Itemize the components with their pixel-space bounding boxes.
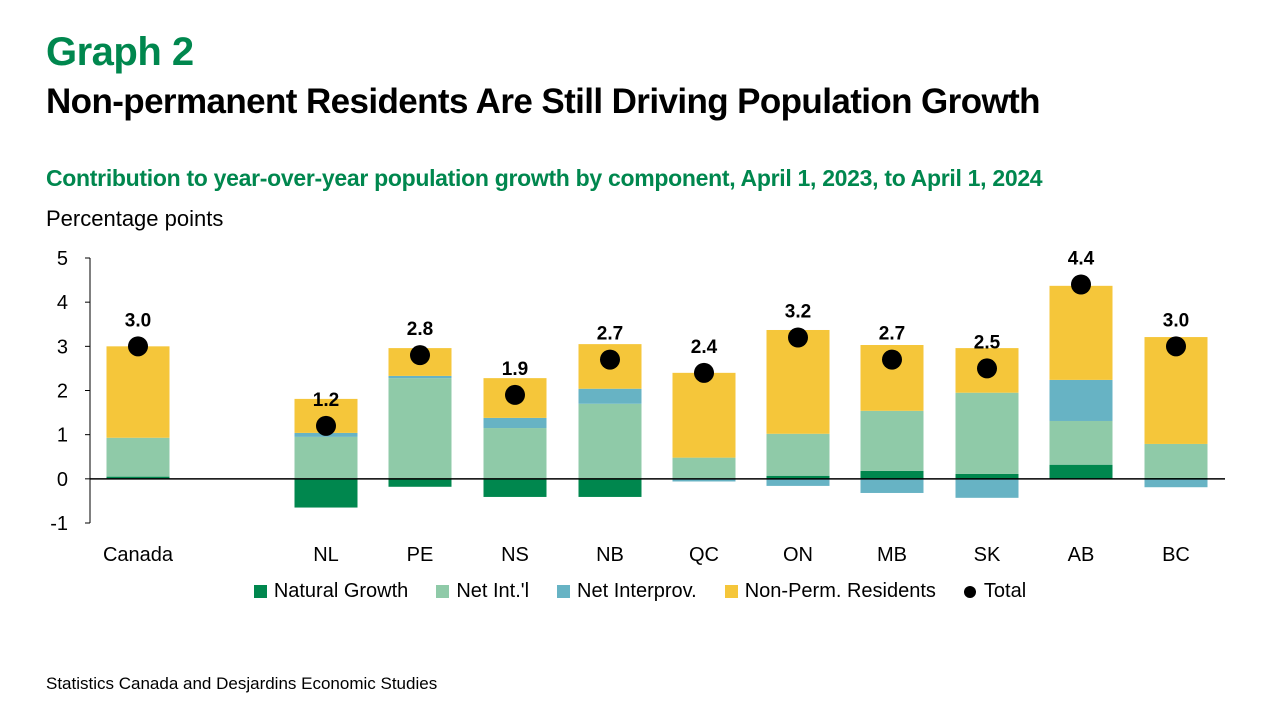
x-tick-label: ON — [783, 544, 813, 566]
total-marker-ab — [1071, 274, 1091, 295]
bar-segment-natural-growth-ns — [483, 478, 547, 497]
bar-segment-net-int-l-pe — [388, 378, 452, 479]
bar-segment-net-interprov-bc — [1144, 478, 1208, 488]
bar-segment-net-interprov-mb — [860, 478, 924, 493]
total-marker-bc — [1166, 336, 1186, 357]
total-data-label: 2.7 — [597, 324, 623, 345]
total-data-label: 2.4 — [691, 337, 718, 358]
total-marker-mb — [882, 349, 902, 370]
legend-swatch-natural-growth — [253, 585, 267, 598]
legend-swatch-net-interprov — [557, 585, 571, 598]
total-data-label: 4.4 — [1068, 249, 1095, 270]
bar-segment-net-interprov-qc — [672, 478, 736, 482]
total-marker-ns — [505, 384, 525, 405]
total-data-label: 2.8 — [407, 319, 433, 340]
legend-item-net-intl: Net Int.'l — [436, 580, 529, 603]
bar-segment-net-int-l-canada — [106, 437, 170, 477]
x-tick-label: PE — [407, 544, 434, 566]
bar-segment-net-interprov-ab — [1049, 379, 1113, 421]
x-tick-label: Canada — [103, 544, 174, 566]
bar-segment-natural-growth-pe — [388, 478, 452, 487]
bar-segment-net-int-l-nb — [578, 403, 642, 479]
y-tick-label: 0 — [57, 469, 68, 491]
bar-segment-non-perm-residents-ab — [1049, 285, 1113, 380]
legend-item-natural-growth: Natural Growth — [253, 580, 409, 603]
page-title: Non-permanent Residents Are Still Drivin… — [46, 82, 1041, 121]
bar-segment-net-int-l-on — [766, 433, 830, 476]
bar-segment-net-interprov-nb — [578, 388, 642, 404]
x-tick-label: QC — [689, 544, 719, 566]
x-tick-label: AB — [1068, 544, 1095, 566]
bar-segment-net-interprov-pe — [388, 375, 452, 379]
y-tick-label: 5 — [57, 248, 68, 270]
chart-subtitle: Contribution to year-over-year populatio… — [46, 165, 1043, 191]
bar-segment-non-perm-residents-qc — [672, 372, 736, 458]
x-tick-label: BC — [1162, 544, 1190, 566]
total-marker-canada — [128, 336, 148, 357]
source-note: Statistics Canada and Desjardins Economi… — [46, 674, 438, 693]
total-marker-qc — [694, 362, 714, 383]
y-tick-label: 2 — [57, 381, 68, 403]
total-data-label: 2.5 — [974, 332, 1001, 353]
legend-label: Non-Perm. Residents — [744, 580, 936, 602]
bar-segment-net-int-l-ab — [1049, 420, 1113, 465]
bar-segment-net-interprov-on — [766, 478, 830, 486]
bar-segment-net-interprov-ns — [483, 417, 547, 429]
total-marker-sk — [977, 358, 997, 379]
legend-item-total: Total — [963, 580, 1027, 603]
x-tick-label: NB — [596, 544, 624, 566]
bar-segment-net-int-l-bc — [1144, 443, 1208, 478]
y-tick-label: 4 — [57, 292, 68, 314]
graph-label: Graph 2 — [46, 30, 194, 74]
bar-segment-natural-growth-canada — [106, 476, 170, 479]
bar-segment-net-int-l-sk — [955, 392, 1019, 474]
bar-segment-natural-growth-nl — [294, 478, 358, 508]
bar-segment-net-int-l-nl — [294, 436, 358, 479]
legend-label: Net Interprov. — [577, 580, 697, 602]
total-marker-nl — [316, 415, 336, 436]
bar-segment-natural-growth-on — [766, 475, 830, 479]
total-data-label: 1.9 — [502, 359, 528, 380]
total-data-label: 1.2 — [313, 390, 339, 411]
bar-segment-natural-growth-mb — [860, 470, 924, 479]
bar-segment-non-perm-residents-canada — [106, 346, 170, 438]
legend-label: Natural Growth — [273, 580, 409, 602]
bar-segment-natural-growth-sk — [955, 473, 1019, 479]
x-tick-label: NL — [313, 544, 339, 566]
legend-label: Net Int.'l — [456, 580, 530, 602]
chart-legend: Natural Growth Net Int.'l Net Interprov.… — [0, 580, 1280, 603]
x-tick-label: MB — [877, 544, 907, 566]
bar-segment-net-interprov-sk — [955, 478, 1019, 498]
bar-segment-net-int-l-qc — [672, 457, 736, 479]
total-data-label: 3.2 — [785, 302, 811, 323]
x-tick-label: SK — [974, 544, 1001, 566]
bar-segment-net-int-l-mb — [860, 410, 924, 471]
legend-swatch-non-perm-residents — [724, 585, 738, 598]
total-data-label: 3.0 — [125, 310, 151, 331]
legend-swatch-net-intl — [436, 585, 450, 598]
bar-segment-net-int-l-ns — [483, 428, 547, 479]
legend-marker-total — [963, 585, 976, 598]
x-tick-label: NS — [501, 544, 529, 566]
legend-label: Total — [983, 580, 1027, 602]
total-marker-pe — [410, 345, 430, 366]
total-data-label: 3.0 — [1163, 310, 1189, 331]
legend-item-net-interprov: Net Interprov. — [557, 580, 697, 603]
bar-segment-natural-growth-ab — [1049, 464, 1113, 479]
total-data-label: 2.7 — [879, 324, 905, 345]
total-marker-nb — [600, 349, 620, 370]
bar-segment-natural-growth-nb — [578, 478, 642, 497]
y-tick-label: -1 — [50, 513, 68, 535]
total-marker-on — [788, 327, 808, 348]
y-tick-label: 3 — [57, 336, 68, 358]
y-tick-label: 1 — [57, 425, 68, 447]
legend-item-non-perm-residents: Non-Perm. Residents — [724, 580, 936, 603]
y-axis-unit-label: Percentage points — [46, 206, 224, 231]
